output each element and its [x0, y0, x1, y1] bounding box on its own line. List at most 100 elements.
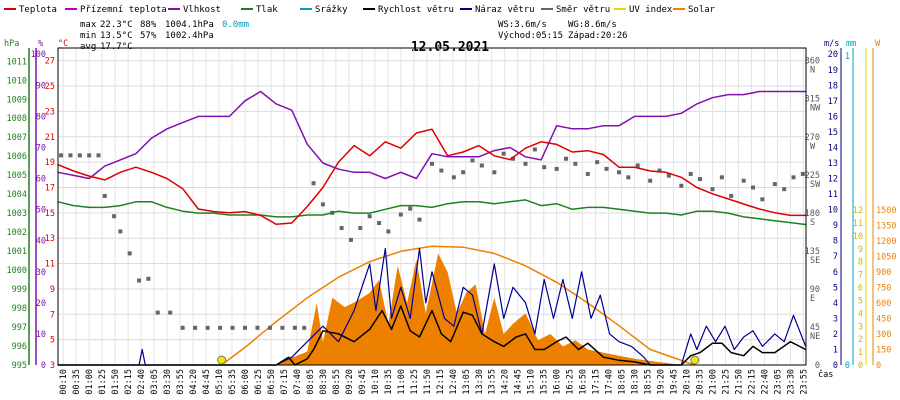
x-tick-label: 17:40 — [605, 369, 615, 395]
wind-direction-point — [398, 212, 403, 217]
dir-tick-label: 0 — [815, 361, 820, 371]
wind-direction-point — [573, 161, 578, 166]
hpa-tick-label: 1004 — [7, 190, 27, 200]
ms-tick-label: 10 — [828, 206, 838, 216]
uv-tick-label: 3 — [858, 322, 863, 332]
ms-tick-label: 12 — [828, 175, 838, 185]
axis-unit-hpa: hPa — [4, 39, 19, 49]
plot-frame — [57, 47, 807, 366]
wind-direction-point — [657, 168, 662, 173]
pct-tick-label: 50 — [36, 206, 46, 216]
w-tick-label: 600 — [876, 299, 891, 309]
wind-direction-point — [698, 177, 703, 182]
wind-direction-point — [501, 151, 506, 156]
temp-tick-label: 15 — [45, 209, 55, 219]
x-tick-label: 08:05 — [306, 369, 316, 395]
wind-direction-point — [626, 175, 631, 180]
pct-tick-label: 30 — [36, 268, 46, 278]
dir-tick-label: 45 — [810, 323, 820, 333]
x-tick-label: 09:20 — [345, 369, 355, 395]
x-tick-label: 18:05 — [618, 369, 628, 395]
ms-tick-label: 11 — [828, 190, 838, 200]
temp-tick-label: 23 — [45, 107, 55, 117]
wind-direction-point — [292, 325, 297, 330]
wind-direction-point — [386, 229, 391, 234]
x-tick-label: 11:00 — [397, 369, 407, 395]
x-tick-label: 00:35 — [72, 369, 82, 395]
hpa-tick-label: 1010 — [7, 76, 27, 86]
wind-direction-point — [617, 170, 621, 175]
ms-tick-label: 6 — [833, 268, 838, 278]
x-tick-label: 11:50 — [423, 369, 433, 395]
x-tick-label: 10:10 — [371, 369, 381, 395]
uv-tick-label: 6 — [858, 284, 863, 294]
x-tick-label: 11:25 — [410, 369, 420, 395]
sun-marker — [217, 355, 227, 365]
x-tick-label: 16:50 — [579, 369, 589, 395]
x-tick-label: 12:40 — [449, 369, 459, 395]
wind-direction-point — [408, 206, 413, 211]
wind-direction-point — [635, 163, 640, 168]
ms-tick-label: 13 — [828, 159, 838, 169]
x-tick-label: 20:35 — [696, 369, 706, 395]
wind-direction-point — [377, 220, 382, 225]
x-tick-label: 07:15 — [280, 369, 290, 395]
wind-direction-point — [772, 182, 777, 187]
wind-direction-point — [255, 325, 260, 330]
mm-tick-label: 1 — [845, 52, 850, 62]
wind-direction-point — [648, 178, 653, 183]
hpa-tick-label: 999 — [12, 285, 27, 295]
uv-tick-label: 12 — [853, 206, 863, 216]
w-tick-label: 150 — [876, 346, 891, 356]
pressure-line — [57, 199, 806, 226]
plot-area — [57, 90, 807, 366]
w-tick-label: 1050 — [876, 253, 896, 263]
dir-tick-label: 180 — [805, 209, 820, 219]
ms-tick-label: 19 — [828, 66, 838, 76]
w-tick-label: 1350 — [876, 222, 896, 232]
hpa-tick-label: 996 — [12, 342, 27, 352]
x-tick-label: 01:25 — [98, 369, 108, 395]
sun-marker — [690, 355, 700, 365]
w-tick-label: 1500 — [876, 206, 896, 216]
mm-tick-label: 0 — [845, 361, 850, 371]
ms-tick-label: 18 — [828, 81, 838, 91]
ms-tick-label: 0 — [833, 361, 838, 371]
stat-min-temp: 13.5°C — [100, 31, 133, 41]
ms-tick-label: 7 — [833, 252, 838, 262]
uv-tick-label: 10 — [853, 232, 863, 242]
dir-compass-label: S — [810, 218, 815, 228]
temp-tick-label: 7 — [50, 310, 55, 320]
x-tick-label: 18:30 — [631, 369, 641, 395]
temp-tick-label: 25 — [45, 82, 55, 92]
wind-direction-point — [604, 166, 609, 171]
temp-tick-label: 17 — [45, 183, 55, 193]
wind-gust-line — [58, 247, 807, 366]
solar-area — [58, 253, 806, 365]
hpa-tick-label: 997 — [12, 323, 27, 333]
x-tick-label: 06:50 — [267, 369, 277, 395]
hpa-tick-label: 1011 — [7, 57, 27, 67]
temp-tick-label: 21 — [45, 133, 55, 143]
dir-compass-label: NE — [810, 332, 820, 342]
x-axis: 00:10 00:35 01:00 01:25 01:50 02:15 02:40 03:05… — [59, 369, 833, 395]
temp-tick-label: 11 — [45, 260, 55, 270]
x-tick-label: 03:55 — [176, 369, 186, 395]
dir-compass-label: SE — [810, 256, 820, 266]
x-tick-label: 13:05 — [462, 369, 472, 395]
hpa-tick-label: 998 — [12, 304, 27, 314]
wind-direction-point — [751, 185, 756, 190]
legend-label: Teplota — [19, 5, 57, 15]
dir-tick-label: 135 — [805, 247, 820, 257]
wind-direction-point — [146, 276, 151, 281]
wind-direction-point — [719, 175, 724, 180]
stats-block: max 22.3°C 88% 1004.1hPa 0.0mm min 13.5°… — [80, 20, 249, 52]
ms-tick-label: 15 — [828, 128, 838, 138]
wind-direction-point — [218, 325, 223, 330]
pct-tick-label: 100 — [31, 50, 46, 60]
wind-direction-point — [127, 251, 132, 256]
x-tick-label: 06:00 — [241, 369, 251, 395]
temp-tick-label: 13 — [45, 234, 55, 244]
hpa-tick-label: 1007 — [7, 133, 27, 143]
hpa-tick-label: 1002 — [7, 228, 27, 238]
